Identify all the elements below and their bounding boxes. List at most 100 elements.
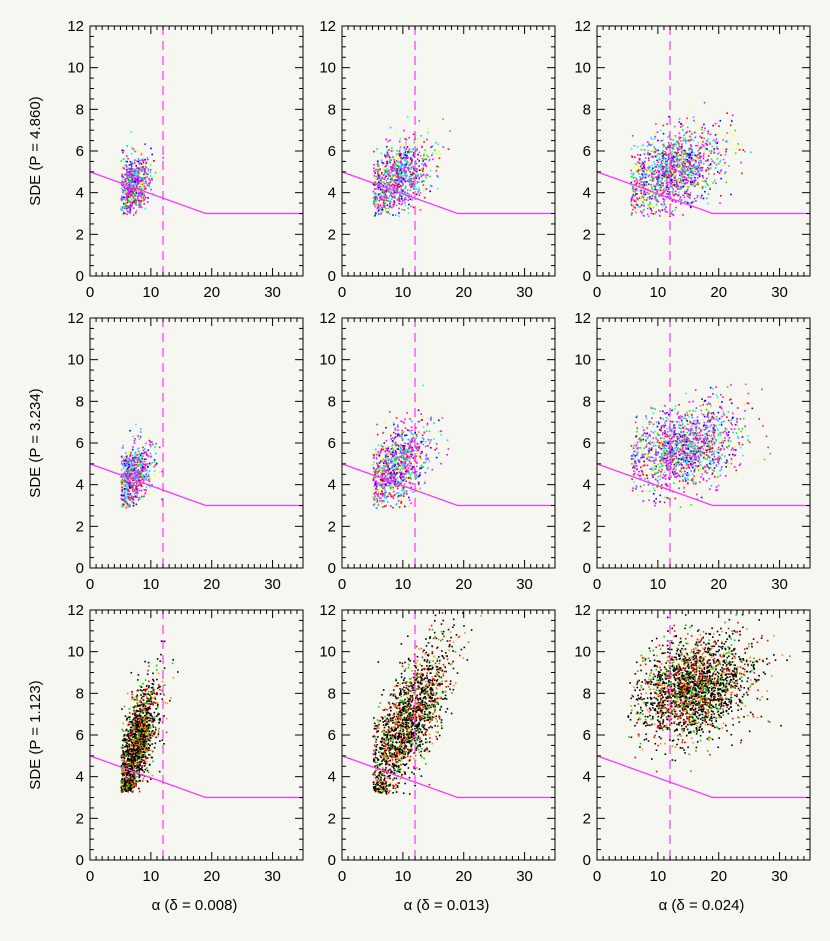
data-point [644, 172, 646, 175]
data-point [737, 143, 739, 145]
data-point [138, 186, 141, 188]
data-point [673, 166, 676, 169]
data-point [138, 455, 141, 458]
data-point [389, 473, 391, 475]
data-point [124, 501, 126, 504]
data-point [692, 184, 694, 186]
data-point [133, 439, 136, 442]
data-point [707, 193, 710, 195]
data-point [387, 455, 389, 458]
data-point [665, 176, 667, 178]
data-point [131, 483, 133, 485]
data-point [680, 154, 683, 157]
data-point [665, 193, 668, 195]
data-point [131, 501, 133, 503]
data-point [387, 211, 389, 213]
data-point [412, 187, 415, 189]
data-point [381, 172, 383, 174]
data-point [123, 187, 125, 189]
data-point [660, 169, 663, 171]
data-point [663, 170, 665, 172]
data-point [408, 179, 410, 181]
data-point [678, 138, 681, 140]
data-point [678, 144, 680, 147]
data-point [149, 486, 151, 488]
data-point [134, 201, 137, 203]
data-point [400, 420, 402, 422]
data-point [135, 185, 138, 187]
data-point [632, 179, 635, 182]
data-point [408, 481, 411, 484]
data-point [688, 148, 690, 150]
data-point [131, 459, 134, 462]
data-point [651, 168, 653, 171]
data-point [642, 201, 644, 203]
data-point [148, 455, 150, 458]
data-point [695, 173, 698, 175]
data-point [406, 485, 408, 487]
data-point [133, 201, 136, 204]
data-point [423, 152, 426, 154]
data-point [667, 176, 669, 179]
data-point [146, 175, 149, 178]
data-point [403, 173, 406, 175]
data-point [134, 176, 136, 178]
data-point [390, 150, 393, 152]
data-point [398, 215, 401, 218]
data-point [144, 158, 146, 161]
data-point [372, 183, 375, 185]
data-point [397, 480, 399, 482]
data-point [376, 195, 379, 197]
data-point [383, 495, 386, 498]
data-point [720, 195, 722, 197]
data-point [663, 172, 665, 175]
data-point [645, 184, 648, 186]
data-point [692, 139, 695, 142]
data-point [405, 490, 408, 493]
data-point [386, 186, 389, 189]
data-point [668, 158, 671, 160]
data-point [387, 481, 389, 483]
data-point [719, 159, 722, 162]
data-point [138, 203, 140, 205]
data-point [446, 454, 448, 456]
data-point [407, 443, 409, 445]
data-point [666, 176, 668, 179]
data-point [675, 174, 677, 177]
data-point [729, 143, 732, 145]
data-point [695, 200, 697, 202]
data-point [662, 189, 665, 191]
data-point [398, 480, 400, 483]
data-point [396, 198, 399, 200]
data-point [684, 170, 686, 173]
data-point [123, 181, 126, 183]
data-point [660, 164, 663, 167]
data-point [374, 473, 376, 476]
data-point [665, 162, 667, 164]
data-point [691, 150, 693, 152]
data-point [135, 423, 137, 426]
data-point [126, 490, 129, 493]
data-point [375, 184, 378, 187]
data-point [128, 182, 131, 184]
data-point [404, 192, 406, 195]
data-point [407, 505, 410, 507]
data-point [681, 146, 683, 148]
data-point [668, 156, 670, 158]
data-point [398, 183, 400, 185]
data-point [384, 198, 387, 200]
data-point [428, 157, 430, 159]
data-point [374, 471, 377, 474]
data-point [726, 112, 728, 114]
data-point [143, 461, 146, 463]
data-point [379, 452, 382, 454]
data-point [416, 182, 418, 185]
data-point [382, 189, 385, 192]
data-point [664, 179, 666, 182]
data-point [393, 169, 395, 172]
data-point [391, 177, 394, 180]
data-point [682, 139, 685, 142]
data-point [685, 155, 688, 158]
data-point [143, 187, 146, 190]
data-point [392, 479, 394, 482]
